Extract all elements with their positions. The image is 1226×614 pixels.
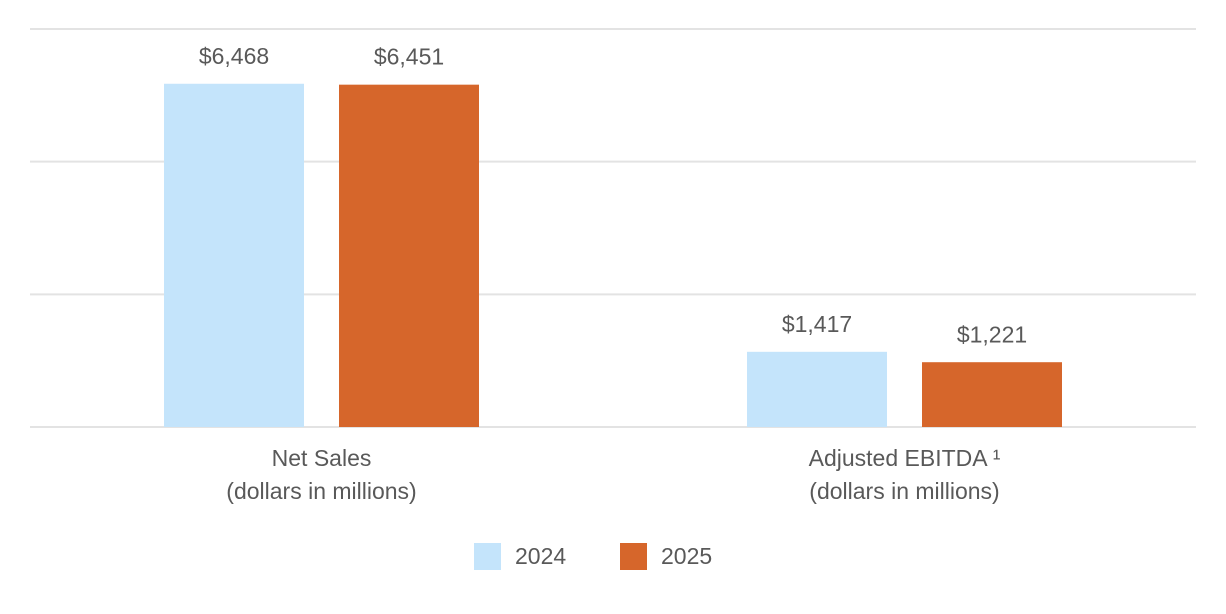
bar: [747, 351, 887, 427]
data-label: $6,468: [199, 43, 269, 69]
x-tick-label: Adjusted EBITDA ¹ (dollars in millions): [808, 445, 1001, 504]
legend-swatch: [620, 543, 647, 570]
legend-label: 2025: [661, 543, 712, 569]
x-tick-label: Net Sales (dollars in millions): [226, 445, 417, 504]
bar: [922, 362, 1062, 427]
bar: [164, 83, 304, 427]
data-label: $6,451: [374, 44, 444, 70]
legend-swatch: [474, 543, 501, 570]
data-label: $1,221: [957, 321, 1027, 347]
data-label: $1,417: [782, 311, 852, 337]
bar: [339, 84, 479, 427]
legend-label: 2024: [515, 543, 566, 569]
